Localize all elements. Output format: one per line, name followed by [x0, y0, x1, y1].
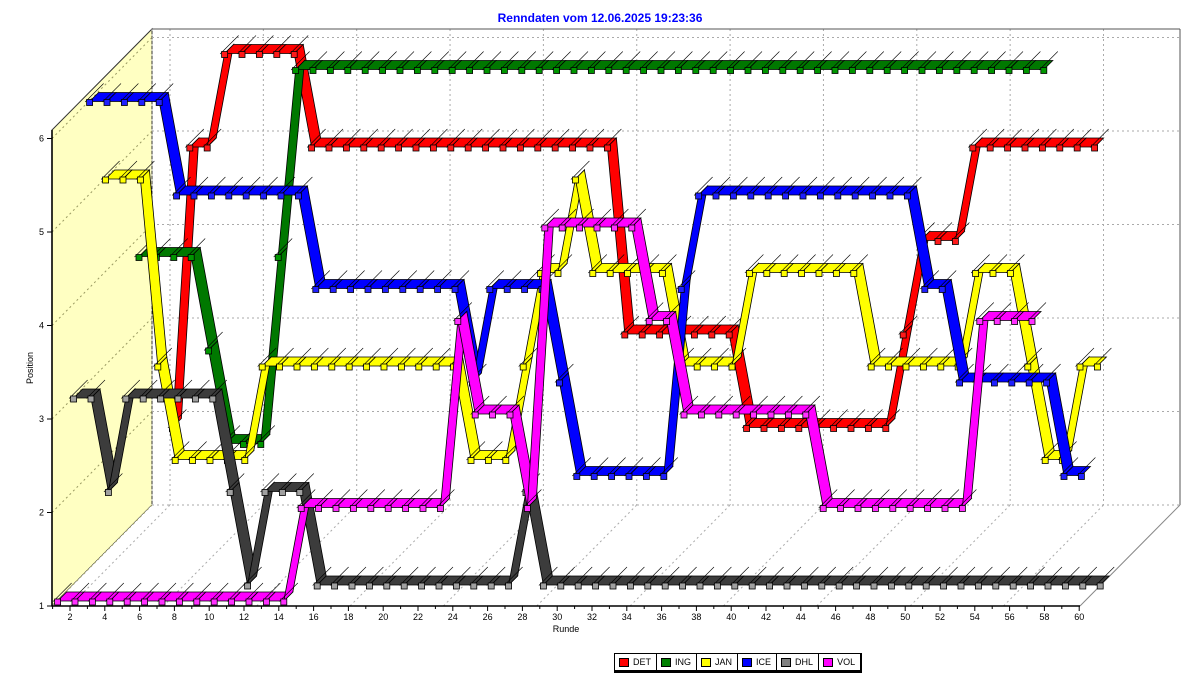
series-ING	[134, 51, 1059, 448]
legend-label-VOL: VOL	[837, 656, 856, 667]
svg-text:34: 34	[622, 612, 632, 622]
svg-text:16: 16	[309, 612, 319, 622]
chart-title: Renndaten vom 12.06.2025 19:23:36	[497, 11, 703, 25]
svg-text:24: 24	[448, 612, 458, 622]
series-JAN	[100, 160, 1112, 464]
svg-text:56: 56	[1005, 612, 1015, 622]
svg-text:8: 8	[172, 612, 177, 622]
legend-label-ING: ING	[675, 656, 692, 667]
legend-item-JAN: JAN	[696, 654, 737, 670]
legend-item-DET: DET	[615, 654, 656, 670]
legend-label-JAN: JAN	[715, 656, 733, 667]
svg-text:44: 44	[796, 612, 806, 622]
svg-text:60: 60	[1074, 612, 1084, 622]
legend-item-DHL: DHL	[776, 654, 818, 670]
svg-text:6: 6	[39, 134, 44, 144]
series-DHL	[68, 379, 1115, 590]
svg-text:2: 2	[67, 612, 72, 622]
y-axis-title: Position	[25, 352, 35, 384]
svg-text:10: 10	[204, 612, 214, 622]
svg-text:28: 28	[517, 612, 527, 622]
legend-label-DET: DET	[633, 656, 651, 667]
svg-text:20: 20	[378, 612, 388, 622]
svg-text:42: 42	[761, 612, 771, 622]
svg-text:50: 50	[900, 612, 910, 622]
x-axis-title: Runde	[553, 624, 580, 634]
legend-swatch-DET	[619, 657, 629, 667]
legend-swatch-ING	[661, 657, 671, 667]
legend-swatch-JAN	[701, 657, 712, 667]
series-VOL	[52, 208, 1047, 606]
legend-label-ICE: ICE	[756, 656, 772, 667]
svg-text:22: 22	[413, 612, 423, 622]
svg-text:14: 14	[274, 612, 284, 622]
svg-text:46: 46	[831, 612, 841, 622]
svg-text:30: 30	[552, 612, 562, 622]
legend-item-VOL: VOL	[818, 654, 860, 670]
svg-text:1: 1	[39, 601, 44, 611]
svg-text:48: 48	[865, 612, 875, 622]
svg-text:38: 38	[691, 612, 701, 622]
svg-text:6: 6	[137, 612, 142, 622]
legend-swatch-VOL	[823, 657, 834, 667]
svg-text:58: 58	[1039, 612, 1049, 622]
chart-legend: DET ING JAN ICE DHL VOL	[614, 653, 863, 673]
svg-text:3: 3	[39, 414, 44, 424]
svg-text:26: 26	[483, 612, 493, 622]
legend-item-ICE: ICE	[737, 654, 776, 670]
svg-text:36: 36	[657, 612, 667, 622]
legend-swatch-ICE	[742, 657, 753, 667]
svg-text:5: 5	[39, 227, 44, 237]
svg-text:54: 54	[970, 612, 980, 622]
svg-text:40: 40	[726, 612, 736, 622]
svg-text:4: 4	[39, 321, 44, 331]
svg-text:12: 12	[239, 612, 249, 622]
legend-item-ING: ING	[656, 654, 696, 670]
series-layer	[52, 35, 1115, 606]
svg-text:4: 4	[102, 612, 107, 622]
legend-label-DHL: DHL	[795, 656, 814, 667]
svg-text:52: 52	[935, 612, 945, 622]
svg-text:32: 32	[587, 612, 597, 622]
svg-text:2: 2	[39, 508, 44, 518]
chart-frame	[152, 28, 1181, 607]
legend-swatch-DHL	[781, 657, 792, 667]
svg-text:18: 18	[343, 612, 353, 622]
